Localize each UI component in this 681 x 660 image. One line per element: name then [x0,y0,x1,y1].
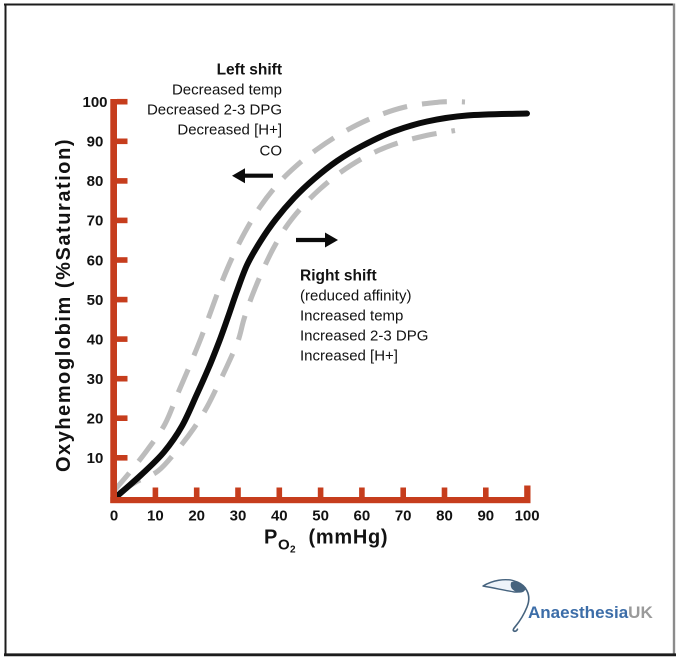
svg-text:90: 90 [87,134,104,151]
svg-text:30: 30 [87,371,104,388]
svg-text:2: 2 [290,545,296,556]
svg-text:O: O [278,537,290,554]
svg-text:Decreased 2-3 DPG: Decreased 2-3 DPG [147,102,282,119]
svg-text:AnaesthesiaUK: AnaesthesiaUK [528,603,653,622]
svg-text:Decreased [H+]: Decreased [H+] [177,122,282,139]
svg-text:0: 0 [110,508,118,525]
svg-text:50: 50 [87,292,104,309]
svg-text:80: 80 [436,508,453,525]
svg-text:Oxyhemoglobim (%Saturation): Oxyhemoglobim (%Saturation) [53,138,75,472]
svg-text:Left shift: Left shift [217,62,282,79]
svg-text:(reduced affinity): (reduced affinity) [300,287,411,304]
svg-text:100: 100 [82,94,107,111]
svg-text:20: 20 [87,411,104,428]
svg-text:90: 90 [477,508,494,525]
svg-text:P: P [264,527,277,549]
svg-text:70: 70 [87,213,104,230]
svg-text:70: 70 [395,508,412,525]
svg-text:Increased 2-3 DPG: Increased 2-3 DPG [300,327,428,344]
svg-text:80: 80 [87,173,104,190]
svg-text:Decreased temp: Decreased temp [172,82,282,99]
svg-text:Increased [H+]: Increased [H+] [300,347,398,364]
svg-text:Increased temp: Increased temp [300,307,403,324]
svg-text:10: 10 [147,508,164,525]
svg-text:60: 60 [87,252,104,269]
svg-text:50: 50 [312,508,329,525]
svg-text:Right shift: Right shift [300,267,377,284]
svg-text:40: 40 [87,331,104,348]
svg-text:CO: CO [260,143,283,160]
svg-text:60: 60 [354,508,371,525]
svg-text:100: 100 [515,508,540,525]
svg-text:(mmHg): (mmHg) [309,527,389,549]
svg-text:10: 10 [87,450,104,467]
svg-text:30: 30 [230,508,247,525]
svg-text:20: 20 [188,508,205,525]
svg-text:40: 40 [271,508,288,525]
